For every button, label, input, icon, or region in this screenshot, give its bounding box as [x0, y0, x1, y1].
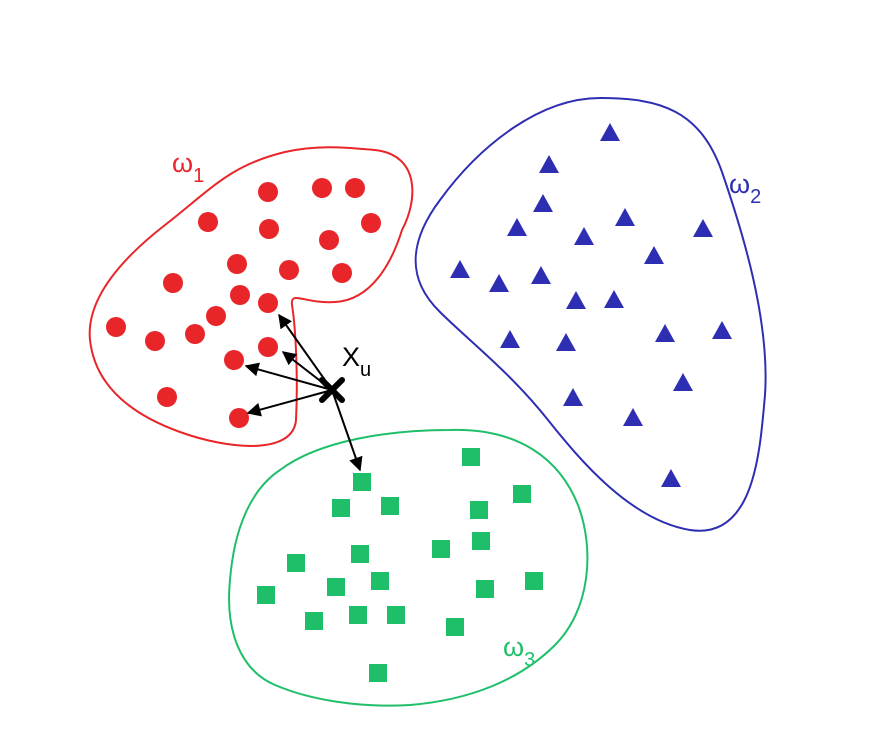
neighbor-arrow — [246, 389, 333, 417]
neighbor-arrows — [244, 313, 363, 472]
cluster-3-point — [432, 540, 450, 558]
cluster-3-point — [472, 532, 490, 550]
cluster-2-point — [712, 321, 732, 339]
cluster-3-point — [332, 499, 350, 517]
cluster-2-point — [539, 155, 559, 173]
query-point-group — [319, 377, 345, 403]
cluster-3-point — [369, 664, 387, 682]
cluster-3-label-main: ω — [503, 632, 524, 662]
cluster-2-point — [531, 266, 551, 284]
cluster-2-point — [673, 373, 693, 391]
cluster-3-label: ω3 — [503, 632, 535, 671]
cluster-1-label-main: ω — [172, 148, 193, 178]
cluster-2-point — [604, 290, 624, 308]
cluster-3-point — [387, 606, 405, 624]
query-point-cross — [319, 377, 345, 403]
cluster-1-point — [198, 212, 218, 232]
cluster-2-point — [507, 218, 527, 236]
cluster-2-point — [615, 208, 635, 226]
cluster-3-boundary — [228, 428, 589, 707]
cluster-1-point — [230, 285, 250, 305]
cluster-1-point — [227, 254, 247, 274]
cluster-3-point — [371, 572, 389, 590]
query-label-main: X — [342, 342, 360, 372]
cluster-3-point — [462, 448, 480, 466]
cluster-1-point — [145, 331, 165, 351]
cluster-1-label-sub: 1 — [193, 165, 204, 187]
cluster-1-point — [157, 387, 177, 407]
cluster-1-point — [312, 178, 332, 198]
cluster-2-point — [600, 123, 620, 141]
cluster-1-label: ω1 — [172, 148, 204, 187]
query-point-label: Xu — [342, 342, 371, 381]
cluster-2-boundary — [414, 96, 767, 532]
cluster-2-point — [693, 219, 713, 237]
cluster-2-point — [644, 246, 664, 264]
cluster-2-point — [661, 469, 681, 487]
cluster-2-point — [533, 194, 553, 212]
cluster-1-point — [258, 337, 278, 357]
cluster-2-label: ω2 — [729, 169, 761, 208]
cluster-3-point — [476, 580, 494, 598]
cluster-2-point — [623, 408, 643, 426]
cluster-2-point — [556, 333, 576, 351]
cluster-3-point — [470, 501, 488, 519]
cluster-3-point — [349, 606, 367, 624]
cluster-3-point — [351, 545, 369, 563]
cluster-1-point — [224, 350, 244, 370]
neighbor-arrow — [244, 362, 333, 391]
cluster-1-point — [332, 263, 352, 283]
cluster-1-point — [229, 408, 249, 428]
cluster-1-boundary — [88, 146, 414, 447]
cluster-1-point — [279, 260, 299, 280]
cluster-3-point — [353, 473, 371, 491]
cluster-3-point — [327, 578, 345, 596]
cluster-3-point — [287, 554, 305, 572]
cluster-2-point — [500, 330, 520, 348]
cluster-1-point — [163, 273, 183, 293]
cluster-1-point — [319, 230, 339, 250]
cluster-1-point — [361, 213, 381, 233]
cluster-3-point — [525, 572, 543, 590]
cluster-2-point — [574, 227, 594, 245]
cluster-1-point — [258, 182, 278, 202]
cluster-1-point — [258, 293, 278, 313]
cluster-2-point — [489, 274, 509, 292]
cluster-2-label-sub: 2 — [750, 186, 761, 208]
cluster-2-point — [655, 324, 675, 342]
cluster-3-point — [513, 485, 531, 503]
cluster-1-point — [106, 317, 126, 337]
cluster-3-point — [257, 586, 275, 604]
query-label-sub: u — [360, 359, 371, 381]
cluster-3-label-sub: 3 — [524, 649, 535, 671]
cluster-1-point — [206, 306, 226, 326]
cluster-3-point — [305, 612, 323, 630]
cluster-3-point — [446, 618, 464, 636]
cluster-1-point — [185, 324, 205, 344]
neighbor-arrow — [331, 389, 363, 472]
cluster-1-point — [259, 219, 279, 239]
data-points — [106, 123, 732, 682]
cluster-2-point — [566, 291, 586, 309]
cluster-3-point — [381, 497, 399, 515]
cluster-2-point — [563, 388, 583, 406]
cluster-2-point — [450, 260, 470, 278]
cluster-1-point — [345, 178, 365, 198]
cluster-2-label-main: ω — [729, 169, 750, 199]
